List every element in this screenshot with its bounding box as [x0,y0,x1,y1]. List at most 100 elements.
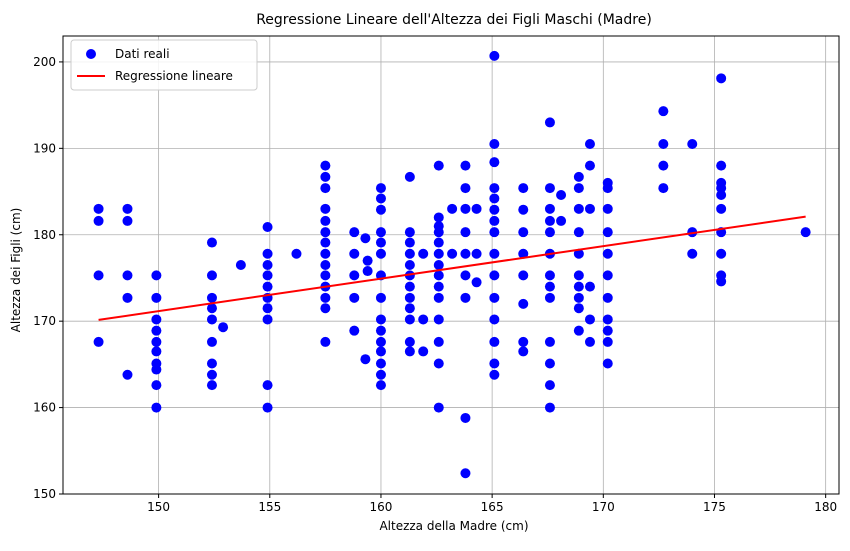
data-point [573,325,584,336]
data-point [235,260,246,270]
data-point [320,160,331,171]
data-point [471,203,482,214]
data-point [404,227,415,238]
data-point [800,227,811,238]
data-point [433,260,444,270]
data-point [433,212,444,223]
data-point [602,336,613,347]
data-point [489,227,500,238]
data-point [433,336,444,347]
data-point [206,270,217,281]
data-point [122,369,133,380]
data-point [544,336,555,347]
data-point [320,215,331,226]
data-point [360,233,371,244]
data-point [349,325,360,336]
data-point [404,171,415,182]
data-point [404,248,415,259]
data-point [151,364,162,375]
data-point [460,160,471,171]
data-point [573,270,584,281]
data-point [151,270,162,281]
data-point [262,402,273,413]
data-point [489,248,500,259]
data-point [206,314,217,325]
regression-line [98,215,806,321]
data-point [93,270,104,281]
data-point [375,314,386,325]
data-point [460,203,471,214]
data-point [262,248,273,259]
data-point [716,248,727,259]
data-point [518,336,529,347]
data-point [573,227,584,238]
data-point [716,160,727,171]
data-point [404,336,415,347]
data-point [460,227,471,238]
data-point [349,248,360,259]
data-point [206,303,217,314]
data-point [460,468,471,479]
data-point [602,358,613,369]
data-point [206,380,217,391]
data-point [518,227,529,238]
data-point [349,227,360,238]
data-point [320,171,331,182]
x-tick-label: 170 [592,500,615,514]
data-point [489,50,500,61]
data-point [362,266,373,277]
data-point [489,193,500,204]
data-point [375,325,386,336]
data-point [447,203,458,214]
data-point [375,183,386,194]
plot-area [93,50,811,479]
data-point [404,237,415,248]
data-point [320,248,331,259]
y-tick-label: 180 [33,228,56,242]
data-point [433,237,444,248]
legend-box [70,39,258,91]
data-point [433,160,444,171]
data-point [151,336,162,347]
data-point [544,380,555,391]
plot-frame [62,35,840,495]
data-point [404,303,415,314]
data-point [602,203,613,214]
data-point [433,227,444,238]
data-point [716,190,727,201]
data-point [360,354,371,365]
data-point [602,248,613,259]
y-tick-label: 160 [33,401,56,415]
data-point [602,325,613,336]
data-point [602,292,613,303]
data-point [151,380,162,391]
legend-label: Regressione lineare [115,69,233,83]
data-point [262,314,273,325]
data-point [489,183,500,194]
data-point [122,203,133,214]
data-point [375,193,386,204]
data-point [716,73,727,84]
data-point [375,204,386,215]
data-point [658,106,669,117]
data-point [544,117,555,128]
data-point [320,183,331,194]
data-point [375,358,386,369]
data-point [447,248,458,259]
data-point [602,183,613,194]
data-point [544,183,555,194]
data-point [418,346,429,357]
data-point [122,292,133,303]
data-point [489,336,500,347]
data-point [658,183,669,194]
data-point [489,157,500,168]
legend-marker [86,49,96,59]
data-point [206,369,217,380]
data-point [404,314,415,325]
data-point [687,139,698,150]
x-tick-label: 160 [370,500,393,514]
data-point [518,248,529,259]
